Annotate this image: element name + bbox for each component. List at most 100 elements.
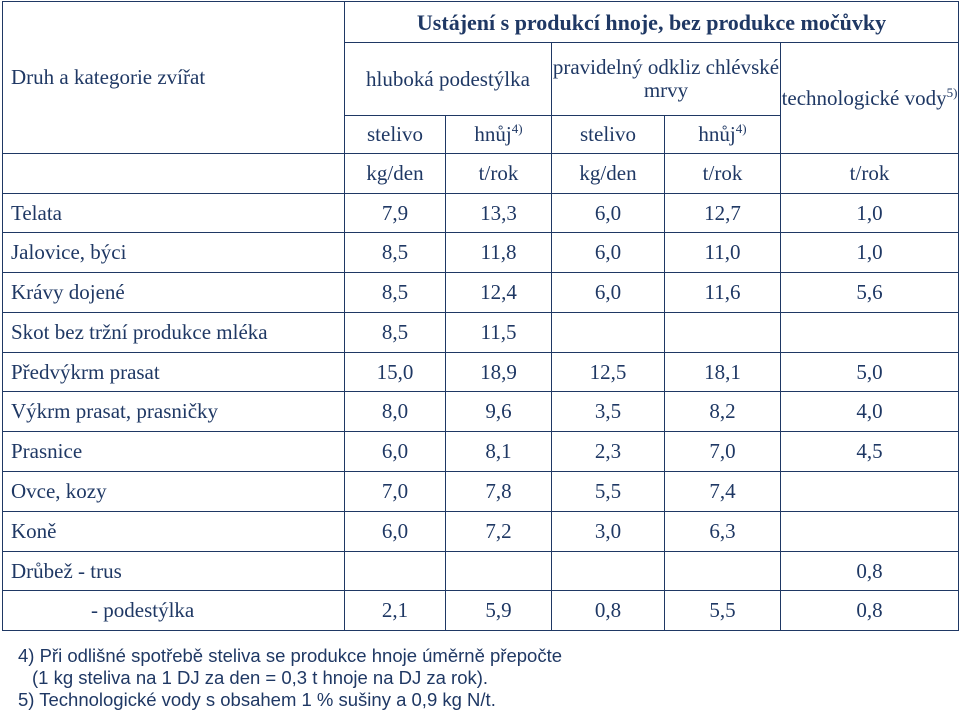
- manure-label-1: hnůj: [474, 122, 512, 146]
- litter-header-1: stelivo: [344, 115, 446, 154]
- manure-header-2: hnůj4): [664, 115, 781, 154]
- value-cell: 7,0: [664, 431, 781, 472]
- value-cell: 2,1: [344, 590, 446, 631]
- tech-water-footnote-ref: 5): [946, 84, 958, 100]
- value-cell: [664, 312, 781, 353]
- row-label: Ovce, kozy: [2, 471, 345, 512]
- value-cell: 0,8: [779, 590, 960, 631]
- value-cell: 3,0: [551, 511, 665, 552]
- row-label: Prasnice: [2, 431, 345, 472]
- row-label: Drůbež - trus: [2, 551, 345, 591]
- regular-removal-header: pravidelný odkliz chlévské mrvy: [551, 42, 781, 116]
- value-cell: 12,7: [664, 193, 781, 233]
- row-label: Krávy dojené: [2, 272, 345, 313]
- value-cell: [664, 551, 781, 591]
- value-cell: 7,2: [445, 511, 552, 552]
- value-cell: [344, 551, 446, 591]
- value-cell: 5,6: [779, 272, 960, 313]
- value-cell: 8,0: [344, 391, 446, 432]
- value-cell: 15,0: [344, 352, 446, 392]
- table-row: Skot bez tržní produkce mléka 8,5 11,5: [2, 312, 960, 353]
- row-label: Jalovice, býci: [2, 232, 345, 273]
- litter-header-2: stelivo: [551, 115, 665, 154]
- value-cell: [551, 551, 665, 591]
- unit-cell: kg/den: [344, 153, 446, 194]
- manure-production-table: Druh a kategorie zvířat Ustájení s produ…: [2, 1, 960, 631]
- row-label: Předvýkrm prasat: [2, 352, 345, 392]
- value-cell: 0,8: [551, 590, 665, 631]
- value-cell: 8,5: [344, 272, 446, 313]
- value-cell: 5,5: [551, 471, 665, 512]
- row-label: Skot bez tržní produkce mléka: [2, 312, 345, 353]
- value-cell: 9,6: [445, 391, 552, 432]
- value-cell: 5,5: [664, 590, 781, 631]
- tech-water-label: technologické vody: [781, 85, 947, 110]
- unit-cell: t/rok: [445, 153, 552, 194]
- manure-label-2: hnůj: [698, 122, 736, 146]
- value-cell: 3,5: [551, 391, 665, 432]
- footnote-5: 5) Technologické vody s obsahem 1 % suši…: [18, 689, 496, 710]
- value-cell: 4,0: [779, 391, 960, 432]
- row-label-header: Druh a kategorie zvířat: [2, 1, 345, 154]
- value-cell: 2,3: [551, 431, 665, 472]
- value-cell: 4,5: [779, 431, 960, 472]
- unit-cell: kg/den: [551, 153, 665, 194]
- manure-footnote-ref-1: 4): [511, 121, 523, 136]
- table-row: - podestýlka 2,1 5,9 0,8 5,5 0,8: [2, 590, 960, 631]
- table-row: Prasnice 6,0 8,1 2,3 7,0 4,5: [2, 431, 960, 472]
- value-cell: 1,0: [779, 232, 960, 273]
- value-cell: 6,0: [551, 232, 665, 273]
- value-cell: 1,0: [779, 193, 960, 233]
- footnotes: 4) Při odlišné spotřebě steliva se produ…: [18, 645, 938, 711]
- table-row: Drůbež - trus 0,8: [2, 551, 960, 591]
- deep-litter-header: hluboká podestýlka: [344, 42, 552, 116]
- value-cell: 11,8: [445, 232, 552, 273]
- value-cell: 5,0: [779, 352, 960, 392]
- value-cell: 13,3: [445, 193, 552, 233]
- footnote-4-line-2: (1 kg steliva na 1 DJ za den = 0,3 t hno…: [32, 667, 489, 688]
- unit-cell: t/rok: [664, 153, 781, 194]
- unit-cell: t/rok: [779, 153, 960, 194]
- units-label-empty: [2, 153, 345, 194]
- table-row: Jalovice, býci 8,5 11,8 6,0 11,0 1,0: [2, 232, 960, 273]
- value-cell: 0,8: [779, 551, 960, 591]
- value-cell: 18,1: [664, 352, 781, 392]
- value-cell: [779, 471, 960, 512]
- value-cell: 6,0: [551, 272, 665, 313]
- value-cell: 7,4: [664, 471, 781, 512]
- value-cell: 8,5: [344, 312, 446, 353]
- value-cell: 8,5: [344, 232, 446, 273]
- value-cell: [551, 312, 665, 353]
- value-cell: 11,6: [664, 272, 781, 313]
- value-cell: 12,4: [445, 272, 552, 313]
- value-cell: 18,9: [445, 352, 552, 392]
- value-cell: 7,8: [445, 471, 552, 512]
- table-row: Krávy dojené 8,5 12,4 6,0 11,6 5,6: [2, 272, 960, 313]
- table-row: Telata 7,9 13,3 6,0 12,7 1,0: [2, 193, 960, 233]
- manure-footnote-ref-2: 4): [735, 121, 747, 136]
- value-cell: 12,5: [551, 352, 665, 392]
- footnote-4-line-1: 4) Při odlišné spotřebě steliva se produ…: [18, 645, 563, 666]
- row-label: Telata: [2, 193, 345, 233]
- value-cell: 6,0: [344, 511, 446, 552]
- row-label: Koně: [2, 511, 345, 552]
- table-row: Výkrm prasat, prasničky 8,0 9,6 3,5 8,2 …: [2, 391, 960, 432]
- value-cell: 8,2: [664, 391, 781, 432]
- value-cell: 11,5: [445, 312, 552, 353]
- value-cell: [779, 511, 960, 552]
- value-cell: 5,9: [445, 590, 552, 631]
- row-label: - podestýlka: [2, 590, 345, 631]
- table-row: Koně 6,0 7,2 3,0 6,3: [2, 511, 960, 552]
- table-row: Ovce, kozy 7,0 7,8 5,5 7,4: [2, 471, 960, 512]
- manure-header-1: hnůj4): [445, 115, 552, 154]
- table-row: Předvýkrm prasat 15,0 18,9 12,5 18,1 5,0: [2, 352, 960, 392]
- value-cell: 8,1: [445, 431, 552, 472]
- value-cell: 11,0: [664, 232, 781, 273]
- value-cell: 6,0: [344, 431, 446, 472]
- value-cell: [779, 312, 960, 353]
- tech-water-header: technologické vody5): [779, 42, 960, 154]
- value-cell: 7,9: [344, 193, 446, 233]
- value-cell: 6,0: [551, 193, 665, 233]
- row-label: Výkrm prasat, prasničky: [2, 391, 345, 432]
